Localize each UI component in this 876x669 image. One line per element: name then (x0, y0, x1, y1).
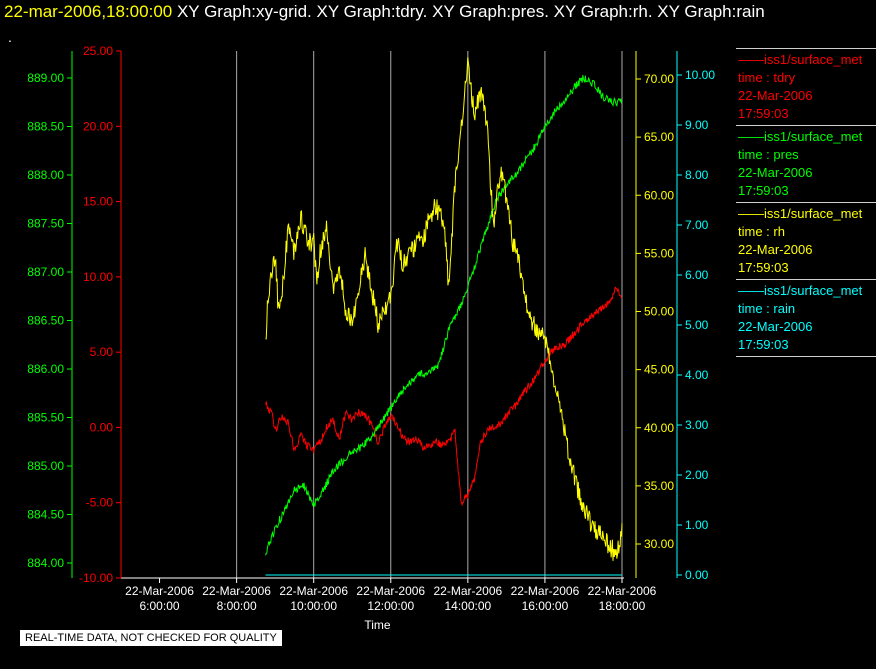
legend-text: time : rh (738, 224, 785, 239)
legend-text: 22-Mar-2006 (738, 165, 813, 180)
pres-tick-label: 884.50 (27, 508, 64, 522)
x-tick-label: 22-Mar-2006 (279, 584, 348, 598)
tdry-tick-label: 0.00 (90, 420, 114, 434)
pres-series-line (265, 75, 623, 556)
x-tick-label: 12:00:00 (367, 599, 414, 613)
x-tick-label: 10:00:00 (290, 599, 337, 613)
legend-text: 17:59:03 (738, 183, 789, 198)
tdry-tick-label: 5.00 (90, 345, 114, 359)
tdry-tick-label: -10.00 (79, 571, 113, 585)
legend-text: 17:59:03 (738, 106, 789, 121)
rain-tick-label: 6.00 (685, 268, 709, 282)
rh-tick-label: 40.00 (644, 421, 674, 435)
legend-text: 22-Mar-2006 (738, 88, 813, 103)
rh-series-line (265, 57, 623, 561)
pres-tick-label: 887.00 (27, 265, 64, 279)
rh-tick-label: 45.00 (644, 363, 674, 377)
tdry-tick-label: 20.00 (83, 119, 113, 133)
rain-tick-label: 9.00 (685, 118, 709, 132)
chart-legend: ——iss1/surface_met time : tdry 22-Mar-2006… (736, 48, 876, 357)
rain-tick-label: 10.00 (685, 68, 715, 82)
legend-text: 22-Mar-2006 (738, 319, 813, 334)
pres-tick-label: 885.00 (27, 459, 64, 473)
rh-tick-label: 70.00 (644, 72, 674, 86)
legend-text: ——iss1/surface_met (738, 52, 863, 67)
header-timestamp: 22-mar-2006,18:00:00 (4, 2, 173, 21)
x-tick-label: 22-Mar-2006 (511, 584, 580, 598)
pres-tick-label: 886.50 (27, 314, 64, 328)
x-tick-label: 22-Mar-2006 (433, 584, 502, 598)
pres-tick-label: 884.00 (27, 556, 64, 570)
x-tick-label: 22-Mar-2006 (588, 584, 657, 598)
rh-tick-label: 50.00 (644, 305, 674, 319)
x-tick-label: 6:00:00 (140, 599, 180, 613)
rain-tick-label: 1.00 (685, 518, 709, 532)
tdry-tick-label: 25.00 (83, 44, 113, 58)
tdry-tick-label: 10.00 (83, 270, 113, 284)
legend-text: ——iss1/surface_met (738, 283, 863, 298)
rain-tick-label: 2.00 (685, 468, 709, 482)
legend-text: ——iss1/surface_met (738, 206, 863, 221)
legend-text: 17:59:03 (738, 260, 789, 275)
legend-text: ——iss1/surface_met (738, 129, 863, 144)
rain-tick-label: 5.00 (685, 318, 709, 332)
x-tick-label: 8:00:00 (217, 599, 257, 613)
rh-tick-label: 65.00 (644, 130, 674, 144)
pres-tick-label: 886.00 (27, 362, 64, 376)
legend-text: time : pres (738, 147, 799, 162)
x-tick-label: 22-Mar-2006 (202, 584, 271, 598)
rh-tick-label: 35.00 (644, 479, 674, 493)
pres-tick-label: 885.50 (27, 411, 64, 425)
header-graph-list: XY Graph:xy-grid. XY Graph:tdry. XY Grap… (176, 2, 765, 21)
pres-tick-label: 888.50 (27, 120, 64, 134)
x-axis-title: Time (364, 618, 391, 632)
legend-text: 17:59:03 (738, 337, 789, 352)
pres-tick-label: 888.00 (27, 168, 64, 182)
quality-note: REAL-TIME DATA, NOT CHECKED FOR QUALITY (20, 630, 282, 646)
legend-text: 22-Mar-2006 (738, 242, 813, 257)
x-tick-label: 22-Mar-2006 (125, 584, 194, 598)
rain-tick-label: 4.00 (685, 368, 709, 382)
rain-tick-label: 0.00 (685, 568, 709, 582)
pres-tick-label: 889.00 (27, 71, 64, 85)
tdry-series-line (265, 286, 623, 507)
pres-tick-label: 887.50 (27, 217, 64, 231)
legend-text: time : tdry (738, 70, 796, 85)
legend-text: time : rain (738, 301, 796, 316)
rh-tick-label: 55.00 (644, 246, 674, 260)
rain-tick-label: 8.00 (685, 168, 709, 182)
tdry-tick-label: 15.00 (83, 195, 113, 209)
x-tick-label: 22-Mar-2006 (356, 584, 425, 598)
rh-tick-label: 60.00 (644, 188, 674, 202)
tdry-tick-label: -5.00 (86, 496, 114, 510)
x-tick-label: 18:00:00 (599, 599, 646, 613)
x-tick-label: 14:00:00 (444, 599, 491, 613)
header-title: 22-mar-2006,18:00:00 XY Graph:xy-grid. X… (4, 2, 765, 22)
rain-tick-label: 3.00 (685, 418, 709, 432)
header-dot: . (8, 29, 12, 45)
rh-tick-label: 30.00 (644, 537, 674, 551)
rain-tick-label: 7.00 (685, 218, 709, 232)
x-tick-label: 16:00:00 (522, 599, 569, 613)
